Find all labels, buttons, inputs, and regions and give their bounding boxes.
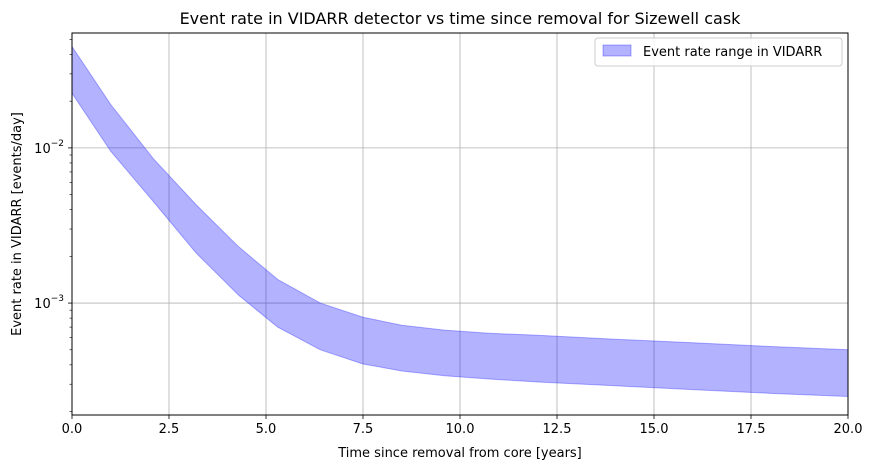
x-tick-label: 17.5 (737, 422, 766, 437)
y-axis-ticks: 10−2 10−3 (34, 39, 72, 412)
x-tick-label: 5.0 (256, 422, 277, 437)
y-tick-label: 10−2 (34, 139, 64, 157)
legend: Event rate range in VIDARR (594, 37, 843, 67)
y-tick-label: 10−3 (34, 294, 64, 312)
x-axis-label: Time since removal from core [years] (337, 446, 582, 461)
x-tick-label: 12.5 (543, 422, 572, 437)
x-axis-ticks: 0.0 2.5 5.0 7.5 10.0 12.5 15.0 17.5 20.0 (62, 415, 863, 437)
x-tick-label: 20.0 (834, 422, 863, 437)
y-axis-label: Event rate in VIDARR [events/day] (10, 112, 25, 336)
x-tick-label: 15.0 (640, 422, 669, 437)
x-tick-label: 2.5 (159, 422, 180, 437)
chart-title: Event rate in VIDARR detector vs time si… (180, 9, 742, 28)
x-tick-label: 10.0 (446, 422, 475, 437)
legend-label: Event rate range in VIDARR (643, 45, 822, 60)
legend-swatch (602, 44, 632, 57)
legend-box (594, 37, 843, 67)
x-tick-label: 0.0 (62, 422, 83, 437)
x-tick-label: 7.5 (353, 422, 374, 437)
